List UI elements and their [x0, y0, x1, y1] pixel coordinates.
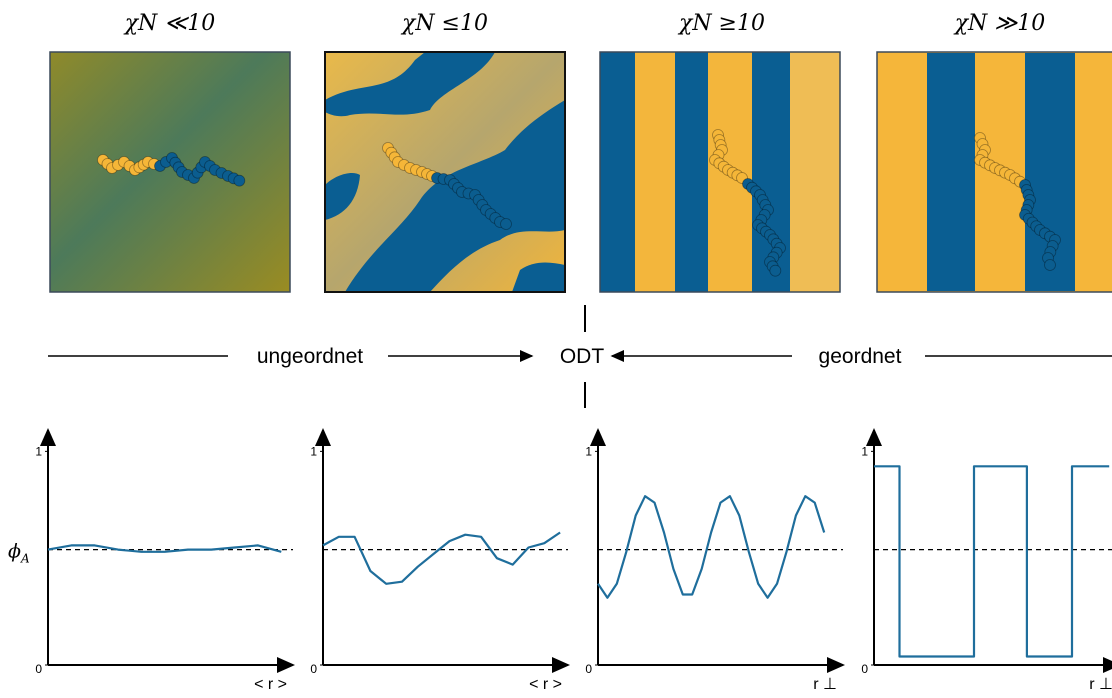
y-tick-label: 0: [585, 662, 592, 676]
y-axis-label: ϕA: [8, 541, 30, 566]
panel-title: χN ≥10: [677, 11, 765, 36]
y-tick-label: 0: [861, 662, 868, 676]
panel-image: [599, 51, 841, 293]
profile-line: [322, 531, 561, 585]
x-axis-label: r ⊥: [813, 676, 837, 693]
y-tick-label: 1: [35, 444, 42, 458]
profile-line: [597, 495, 826, 599]
phase-label: geordnet: [819, 345, 902, 368]
panel-titles: χN ≪10 χN ≤10 χN ≥10 χN ≫10: [123, 11, 1046, 36]
polymer-chains: [97, 129, 1061, 277]
x-axis-label: r ⊥: [1089, 676, 1112, 693]
y-tick-label: 1: [861, 444, 868, 458]
y-label-subscript: A: [20, 552, 30, 566]
panel-image: [49, 51, 291, 293]
y-tick-label: 1: [585, 444, 592, 458]
panel-title: χN ≤10: [400, 11, 488, 36]
panel-title: χN ≫10: [953, 11, 1046, 36]
y-label-symbol: ϕ: [8, 541, 21, 563]
panel-image: [324, 51, 566, 293]
y-tick-label: 0: [35, 662, 42, 676]
profile-charts: 0 1 ϕA < r > 0 1 < r > 0 1 r ⊥ 0 1 r ⊥: [8, 428, 1112, 693]
bead: [233, 174, 246, 187]
phase-label: ungeordnet: [257, 345, 363, 368]
profile-line: [874, 465, 1110, 658]
x-axis-label: < r >: [529, 676, 562, 693]
y-tick-label: 1: [310, 444, 317, 458]
bead: [500, 218, 512, 230]
phase-label: ODT: [560, 345, 605, 368]
bead: [1044, 259, 1056, 271]
bead: [769, 264, 782, 277]
profile-line: [47, 544, 282, 553]
y-tick-label: 0: [310, 662, 317, 676]
phase-axis: ungeordnet ODT geordnet: [48, 305, 1112, 408]
panel-title: χN ≪10: [123, 11, 216, 36]
x-axis-label: < r >: [254, 676, 287, 693]
